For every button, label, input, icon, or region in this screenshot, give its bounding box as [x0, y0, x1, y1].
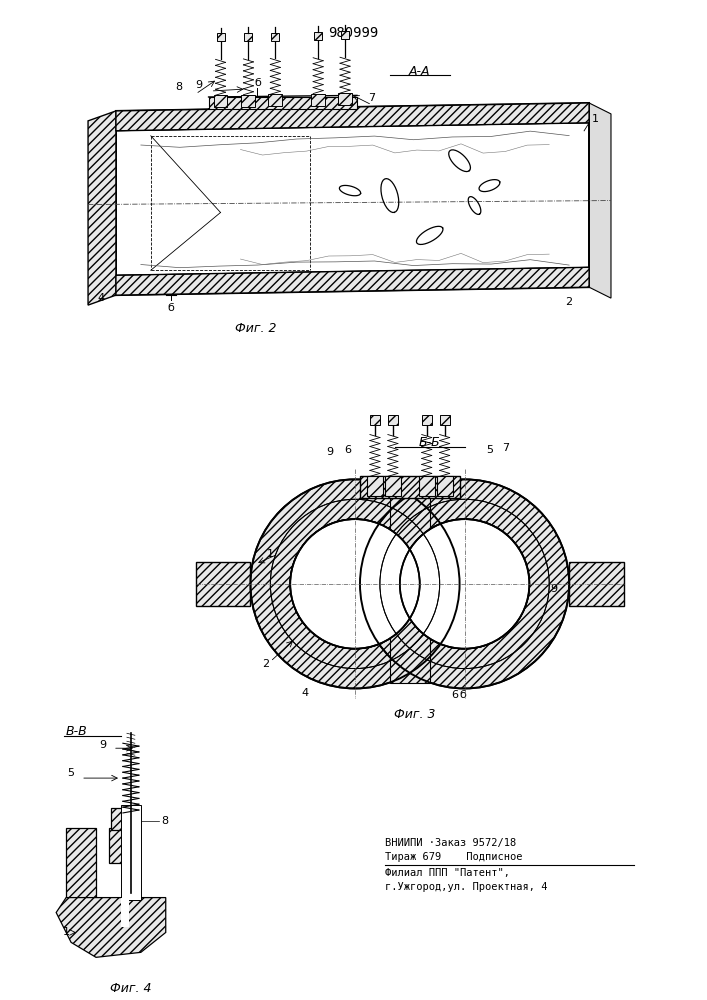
Text: 8: 8	[175, 82, 182, 92]
Text: В-В: В-В	[66, 725, 88, 738]
Bar	[388, 415, 398, 425]
Text: б: б	[254, 78, 261, 88]
Text: 6: 6	[344, 445, 351, 455]
Polygon shape	[56, 898, 165, 957]
Bar	[66, 828, 96, 898]
Text: 4: 4	[98, 293, 105, 303]
Bar	[109, 828, 139, 863]
Text: 2: 2	[262, 659, 269, 669]
Bar	[314, 32, 322, 40]
Bar	[341, 31, 349, 39]
Text: Тираж 679    Подписное: Тираж 679 Подписное	[385, 852, 522, 862]
Bar	[338, 93, 352, 105]
Text: 8: 8	[160, 816, 168, 826]
Bar	[269, 94, 282, 106]
Text: Фиг. 3: Фиг. 3	[394, 708, 436, 721]
Bar	[121, 805, 141, 900]
Text: 2: 2	[566, 297, 573, 307]
Bar	[216, 33, 225, 41]
Text: 9: 9	[99, 740, 106, 750]
Text: 4: 4	[302, 688, 309, 698]
Polygon shape	[116, 123, 589, 275]
Text: 7: 7	[368, 93, 375, 103]
Bar	[360, 476, 460, 498]
Text: Фиг. 2: Фиг. 2	[235, 322, 276, 335]
Bar	[311, 94, 325, 106]
Text: 6: 6	[451, 690, 458, 700]
Text: б: б	[168, 303, 174, 313]
Bar	[419, 476, 435, 496]
Wedge shape	[250, 479, 460, 688]
Bar	[440, 415, 450, 425]
Circle shape	[300, 474, 520, 693]
Bar	[209, 97, 357, 109]
Text: б: б	[460, 690, 467, 700]
Bar	[245, 33, 252, 41]
Bar	[367, 476, 383, 496]
Polygon shape	[121, 898, 129, 927]
Bar	[437, 476, 452, 496]
Bar	[214, 95, 228, 107]
Text: 5: 5	[68, 768, 75, 778]
Polygon shape	[116, 267, 589, 295]
Bar	[242, 95, 255, 107]
Polygon shape	[589, 103, 611, 298]
Circle shape	[291, 519, 420, 649]
Text: 980999: 980999	[328, 26, 378, 40]
Text: Фиг. 4: Фиг. 4	[110, 982, 151, 995]
Text: А-А: А-А	[409, 65, 431, 78]
Text: 5: 5	[486, 445, 493, 455]
Bar	[271, 33, 279, 41]
Text: 9: 9	[327, 447, 334, 457]
Bar	[111, 808, 129, 830]
Polygon shape	[569, 562, 624, 606]
Text: 1: 1	[592, 114, 599, 124]
Text: ВНИИПИ ·Заказ 9572/18: ВНИИПИ ·Заказ 9572/18	[385, 838, 516, 848]
Circle shape	[400, 519, 530, 649]
Bar	[370, 415, 380, 425]
Text: Б-Б: Б-Б	[419, 436, 440, 449]
Text: 7: 7	[502, 443, 509, 453]
Polygon shape	[88, 111, 116, 305]
Bar	[422, 415, 432, 425]
Text: 1: 1	[267, 549, 274, 559]
Circle shape	[291, 519, 420, 649]
Text: 9: 9	[195, 80, 202, 90]
Text: 9: 9	[551, 584, 558, 594]
Wedge shape	[360, 479, 569, 688]
Circle shape	[400, 519, 530, 649]
Bar	[385, 476, 401, 496]
Polygon shape	[390, 484, 430, 683]
Text: г.Ужгород,ул. Проектная, 4: г.Ужгород,ул. Проектная, 4	[385, 882, 547, 892]
Text: 1: 1	[63, 927, 69, 937]
Polygon shape	[116, 103, 589, 131]
Text: Филиал ППП "Патент",: Филиал ППП "Патент",	[385, 868, 510, 878]
Polygon shape	[196, 562, 250, 606]
